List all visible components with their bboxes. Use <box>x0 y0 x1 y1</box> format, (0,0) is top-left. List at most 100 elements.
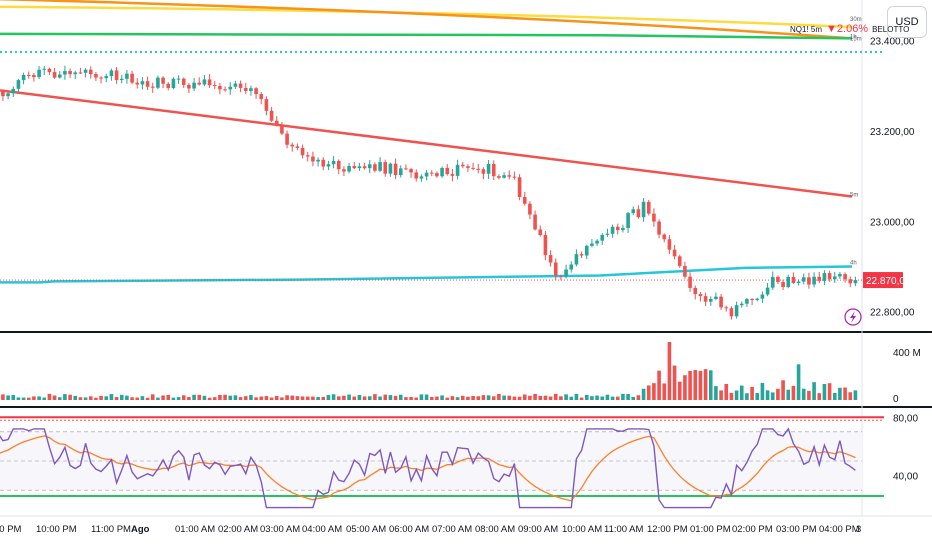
volume-bar <box>347 394 351 400</box>
candlestick-series <box>1 65 858 320</box>
volume-bar <box>32 396 36 400</box>
candle-body <box>424 172 429 177</box>
candle-body <box>63 71 67 75</box>
candle-body <box>595 240 599 244</box>
candle-body <box>615 226 620 231</box>
volume-bar <box>801 388 806 400</box>
candle-body <box>207 79 212 86</box>
volume-bar <box>88 396 93 400</box>
volume-bar <box>724 383 729 400</box>
volume-bar <box>481 395 486 400</box>
candle-body <box>233 83 238 87</box>
volume-bar <box>26 397 31 400</box>
candle-body <box>316 159 320 162</box>
volume-bar <box>269 397 274 400</box>
candle-body <box>218 85 222 90</box>
volume-bar <box>843 387 847 400</box>
time-tick-label: 06:00 AM <box>389 524 429 535</box>
candle-body <box>88 69 93 75</box>
volume-bar <box>641 388 646 400</box>
candle-body <box>238 83 243 88</box>
volume-bar <box>776 388 780 400</box>
candle-body <box>584 245 589 256</box>
candle-body <box>419 176 424 179</box>
candle-body <box>517 177 522 197</box>
candle-body <box>652 213 656 222</box>
time-tick-label: 03:00 PM <box>776 524 817 535</box>
volume-bar <box>150 394 155 400</box>
candle-body <box>300 147 305 156</box>
candle-body <box>667 239 672 250</box>
volume-bar <box>249 395 253 400</box>
volume-bar <box>393 395 398 400</box>
volume-bar <box>522 394 527 400</box>
candle-body <box>378 162 382 171</box>
moving-average-lines <box>0 0 884 284</box>
candle-body <box>404 168 408 170</box>
volume-bar <box>807 390 811 400</box>
volume-bar <box>564 394 568 400</box>
time-tick-label: 03:00 AM <box>260 524 300 535</box>
volume-bar <box>770 392 775 400</box>
volume-bar <box>714 386 718 400</box>
candle-body <box>6 93 10 97</box>
volume-bar <box>750 386 754 400</box>
volume-bar <box>822 383 827 400</box>
candle-body <box>32 74 36 78</box>
lightning-bolt <box>850 311 856 323</box>
volume-bar <box>52 395 57 400</box>
volume-bar <box>605 394 610 400</box>
volume-bar <box>409 396 413 400</box>
candle-body <box>414 172 419 179</box>
candle-body <box>130 73 134 83</box>
candle-body <box>259 94 264 100</box>
price-pane[interactable] <box>0 0 862 332</box>
volume-bar <box>579 397 584 400</box>
change-percent: ▼2.06% <box>826 23 869 35</box>
volume-bar <box>383 394 388 400</box>
volume-bar <box>528 395 532 400</box>
time-tick-label: 11:00 PM <box>91 524 131 535</box>
candle-body <box>569 264 574 270</box>
candle-body <box>471 167 475 169</box>
candle-body <box>724 307 729 309</box>
volume-bar <box>326 395 331 400</box>
candle-body <box>357 166 362 169</box>
candle-body <box>156 77 160 88</box>
candle-body <box>181 78 186 85</box>
candle-body <box>326 164 331 167</box>
candle-body <box>347 166 351 172</box>
volume-bar <box>414 397 419 400</box>
time-tick-label: 04:00 AM <box>302 524 342 535</box>
volume-bar <box>708 370 713 400</box>
candle-body <box>621 227 625 231</box>
volume-bar <box>543 395 548 400</box>
volume-bar <box>610 396 615 400</box>
candle-body <box>435 173 439 177</box>
ma-tag-15m: 15m <box>850 36 862 42</box>
candle-body <box>295 146 300 148</box>
candle-body <box>171 78 176 88</box>
candle-body <box>367 164 372 169</box>
volume-bar <box>677 381 682 400</box>
candle-body <box>202 79 207 85</box>
volume-series <box>1 342 858 400</box>
volume-bar <box>584 394 589 400</box>
candle-body <box>812 276 816 285</box>
candle-body <box>290 144 295 147</box>
volume-bar <box>109 394 114 400</box>
candle-body <box>373 164 377 171</box>
price-tick-label: 23.200,00 <box>870 127 915 138</box>
time-tick-label: 10:00 PM <box>36 524 77 535</box>
candle-body <box>212 85 217 87</box>
volume-bar <box>336 396 341 400</box>
currency-button[interactable]: USD <box>887 6 927 38</box>
candle-body <box>166 83 171 88</box>
candle-body <box>450 174 455 176</box>
candle-body <box>321 159 326 167</box>
volume-bar <box>362 396 367 400</box>
time-tick-label: 09:00 AM <box>518 524 558 535</box>
volume-bar <box>590 396 594 400</box>
